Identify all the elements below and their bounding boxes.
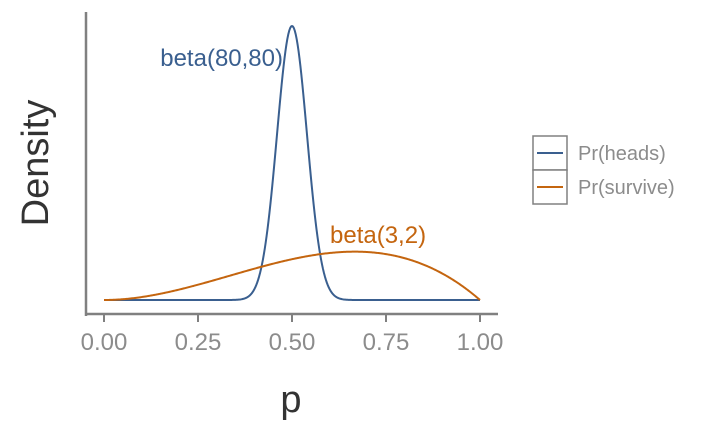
curves-layer (103, 25, 481, 301)
legend-label-survive: Pr(survive) (578, 177, 675, 199)
legend-label-heads: Pr(heads) (578, 143, 666, 165)
x-ticks: 0.00 0.25 0.50 0.75 1.00 (81, 315, 504, 356)
x-tick-label: 0.25 (175, 329, 222, 356)
x-tick-label: 0.50 (269, 329, 316, 356)
legend: Pr(heads) Pr(survive) (532, 135, 675, 205)
annotation-beta-80-80: beta(80,80) (160, 45, 283, 72)
series-line-survive (103, 250, 481, 301)
annotation-beta-3-2: beta(3,2) (330, 222, 426, 249)
series-line-heads (103, 25, 481, 301)
x-tick-label: 0.75 (363, 329, 410, 356)
x-tick-label: 1.00 (457, 329, 504, 356)
x-axis-title: p (280, 379, 301, 421)
y-axis-title: Density (15, 100, 57, 227)
x-tick-label: 0.00 (81, 329, 128, 356)
